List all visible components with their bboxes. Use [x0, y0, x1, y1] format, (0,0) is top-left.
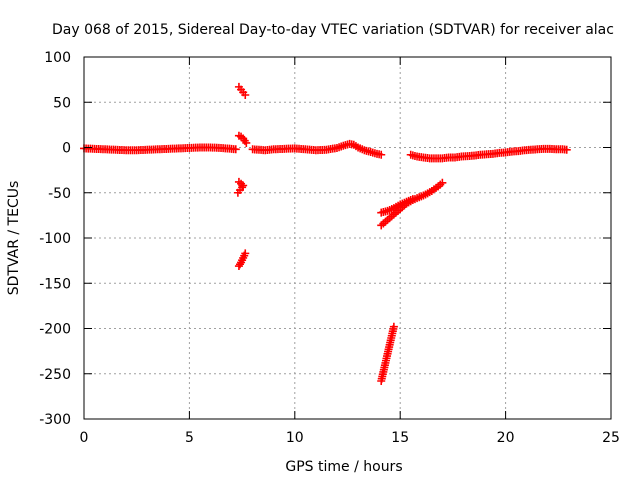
x-tick-label: 20 [497, 430, 515, 446]
data-point [389, 322, 398, 331]
data-point [238, 183, 247, 192]
x-tick-label: 5 [185, 430, 194, 446]
data-point [239, 181, 248, 190]
data-point [242, 138, 251, 147]
y-tick-label: -50 [48, 186, 71, 202]
y-tick-label: -200 [39, 322, 71, 338]
data-point [241, 91, 250, 100]
x-tick-label: 0 [80, 430, 89, 446]
y-tick-label: -150 [39, 276, 71, 292]
y-tick-label: 100 [44, 50, 71, 66]
data-point [235, 260, 244, 269]
y-tick-label: 0 [62, 141, 71, 157]
y-axis-title: SDTVAR / TECUs [6, 181, 22, 296]
data-point [377, 150, 386, 159]
grid-lines [84, 57, 611, 419]
data-point [438, 178, 447, 187]
x-tick-label: 25 [602, 430, 620, 446]
data-point [408, 195, 417, 204]
y-tick-label: 50 [53, 95, 71, 111]
data-point [562, 145, 571, 154]
chart-title: Day 068 of 2015, Sidereal Day-to-day VTE… [52, 22, 614, 38]
y-tick-label: -100 [39, 231, 71, 247]
axis-ticks [83, 56, 612, 420]
tick-labels: 0 5 10 15 20 25 100 50 0 -50 -100 -150 -200 -250 -300 [39, 50, 620, 446]
x-tick-label: 15 [391, 430, 409, 446]
data-point [231, 145, 240, 154]
y-tick-label: -300 [39, 412, 71, 428]
data-point [241, 249, 250, 258]
x-axis-title: GPS time / hours [285, 459, 402, 475]
x-tick-label: 10 [286, 430, 304, 446]
data-points [80, 82, 571, 385]
y-tick-label: -250 [39, 367, 71, 383]
